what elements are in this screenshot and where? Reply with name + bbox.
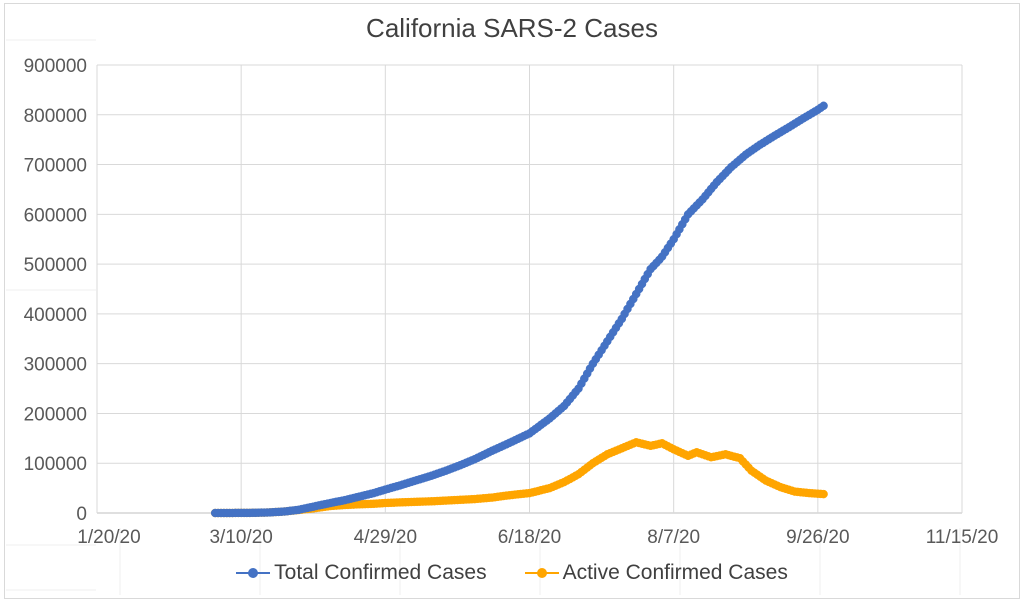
legend-marker-active	[524, 567, 559, 579]
y-tick-label: 100000	[24, 454, 87, 475]
y-tick-label: 800000	[24, 106, 87, 127]
legend-marker-total	[236, 567, 271, 579]
x-tick-label: 8/7/20	[647, 527, 700, 548]
legend-label-active: Active Confirmed Cases	[562, 561, 788, 584]
x-tick-label: 11/15/20	[926, 527, 999, 548]
legend-item-total[interactable]: Total Confirmed Cases	[236, 561, 487, 585]
total-confirmed-cases-point	[819, 101, 828, 111]
x-tick-label: 9/26/20	[786, 527, 849, 548]
y-tick-label: 400000	[24, 305, 87, 326]
legend-item-active[interactable]: Active Confirmed Cases	[524, 561, 788, 585]
legend: Total Confirmed Cases Active Confirmed C…	[0, 558, 1024, 588]
y-tick-label: 500000	[24, 255, 87, 276]
legend-label-total: Total Confirmed Cases	[274, 561, 487, 584]
y-tick-label: 200000	[24, 404, 87, 425]
x-tick-label: 3/10/20	[209, 527, 272, 548]
y-tick-label: 900000	[24, 56, 87, 77]
active-confirmed-cases-point	[819, 489, 828, 499]
y-tick-label: 600000	[24, 205, 87, 226]
y-tick-label: 700000	[24, 156, 87, 177]
x-axis-ticks: 1/20/20 3/10/20 4/29/20 6/18/20 8/7/20 9/26/2…	[77, 527, 998, 548]
y-tick-label: 0	[76, 504, 87, 525]
x-tick-label: 1/20/20	[77, 527, 140, 548]
plot-grid	[96, 64, 963, 514]
series-total-confirmed-cases	[210, 101, 828, 518]
x-tick-label: 4/29/20	[354, 527, 417, 548]
y-axis-ticks: 0 100000 200000 300000 400000 500000 600000 700…	[24, 56, 87, 525]
chart-frame	[4, 3, 1020, 599]
x-tick-label: 6/18/20	[498, 527, 561, 548]
chart-title: California SARS-2 Cases	[366, 13, 658, 43]
outer-grid	[6, 39, 961, 595]
y-tick-label: 300000	[24, 355, 87, 376]
